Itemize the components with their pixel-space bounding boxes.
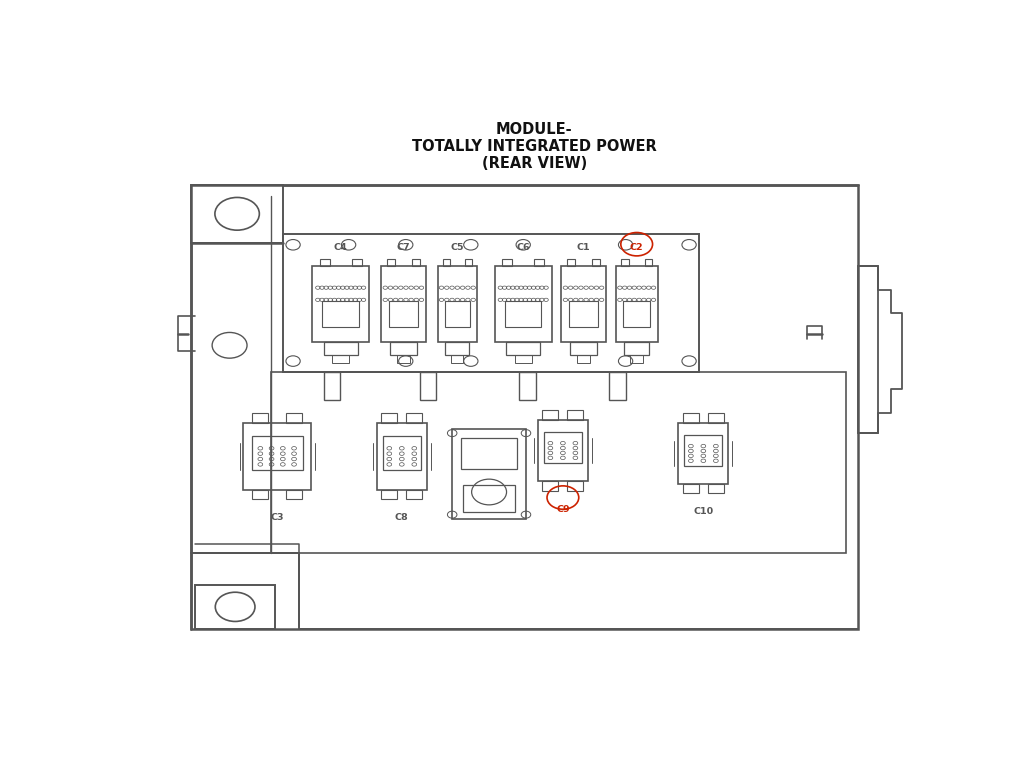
Bar [683, 414, 698, 423]
Bar [387, 260, 395, 266]
Bar [678, 423, 728, 484]
Bar [505, 301, 542, 327]
Bar [286, 490, 302, 499]
Bar [569, 301, 598, 327]
Bar [191, 184, 858, 628]
Bar [396, 355, 411, 363]
Bar [567, 411, 584, 420]
Bar [389, 301, 418, 327]
Bar [645, 260, 652, 266]
Bar [453, 429, 526, 519]
Bar [381, 414, 397, 423]
Bar [420, 372, 436, 400]
Bar [407, 490, 422, 499]
Text: C1: C1 [577, 243, 591, 252]
Bar [624, 342, 649, 355]
Bar [535, 260, 545, 266]
Bar [570, 342, 597, 355]
Bar [506, 342, 541, 355]
Text: C6: C6 [516, 243, 530, 252]
Bar [465, 260, 472, 266]
Text: C4: C4 [334, 243, 347, 252]
Text: C7: C7 [396, 243, 411, 252]
Bar [538, 420, 588, 481]
Bar [442, 260, 450, 266]
Bar [412, 260, 420, 266]
Text: C10: C10 [693, 508, 714, 516]
Bar [270, 372, 846, 553]
Text: C3: C3 [270, 513, 284, 522]
Bar [561, 266, 606, 342]
Bar [858, 266, 878, 433]
Bar [543, 411, 558, 420]
Bar [252, 414, 268, 423]
Bar [684, 435, 722, 466]
Bar [437, 266, 477, 342]
Bar [683, 484, 698, 493]
Bar [381, 266, 426, 342]
Bar [577, 355, 590, 363]
Bar [324, 342, 357, 355]
Text: C2: C2 [630, 243, 643, 252]
Bar [622, 260, 629, 266]
Bar [383, 436, 421, 470]
Bar [502, 260, 512, 266]
Bar [708, 484, 724, 493]
Bar [519, 372, 536, 400]
Bar [312, 266, 370, 342]
Bar [319, 260, 330, 266]
Bar [515, 355, 531, 363]
Bar [495, 266, 552, 342]
Bar [544, 432, 582, 463]
Bar [708, 414, 724, 423]
Bar [252, 490, 268, 499]
Bar [624, 301, 650, 327]
Bar [332, 355, 349, 363]
Bar [407, 414, 422, 423]
Bar [615, 266, 657, 342]
Text: (REAR VIEW): (REAR VIEW) [481, 156, 587, 171]
Bar [592, 260, 600, 266]
Text: TOTALLY INTEGRATED POWER: TOTALLY INTEGRATED POWER [412, 139, 656, 154]
Bar [196, 585, 274, 628]
Bar [567, 260, 574, 266]
Bar [609, 372, 626, 400]
Bar [445, 342, 469, 355]
Bar [324, 372, 340, 400]
Bar [463, 485, 515, 512]
Bar [244, 423, 311, 490]
Bar [444, 301, 470, 327]
Text: C9: C9 [556, 505, 569, 514]
Bar [543, 481, 558, 490]
Text: MODULE-: MODULE- [496, 121, 572, 137]
Bar [191, 184, 283, 243]
Bar [631, 355, 643, 363]
Bar [381, 490, 397, 499]
Bar [286, 414, 302, 423]
Bar [390, 342, 417, 355]
Bar [452, 355, 463, 363]
Bar [351, 260, 361, 266]
Bar [283, 235, 699, 372]
Bar [377, 423, 427, 490]
Bar [461, 438, 517, 469]
Bar [323, 301, 359, 327]
Bar [567, 481, 584, 490]
Bar [252, 436, 303, 470]
Text: C5: C5 [451, 243, 464, 252]
Text: C8: C8 [395, 513, 409, 522]
